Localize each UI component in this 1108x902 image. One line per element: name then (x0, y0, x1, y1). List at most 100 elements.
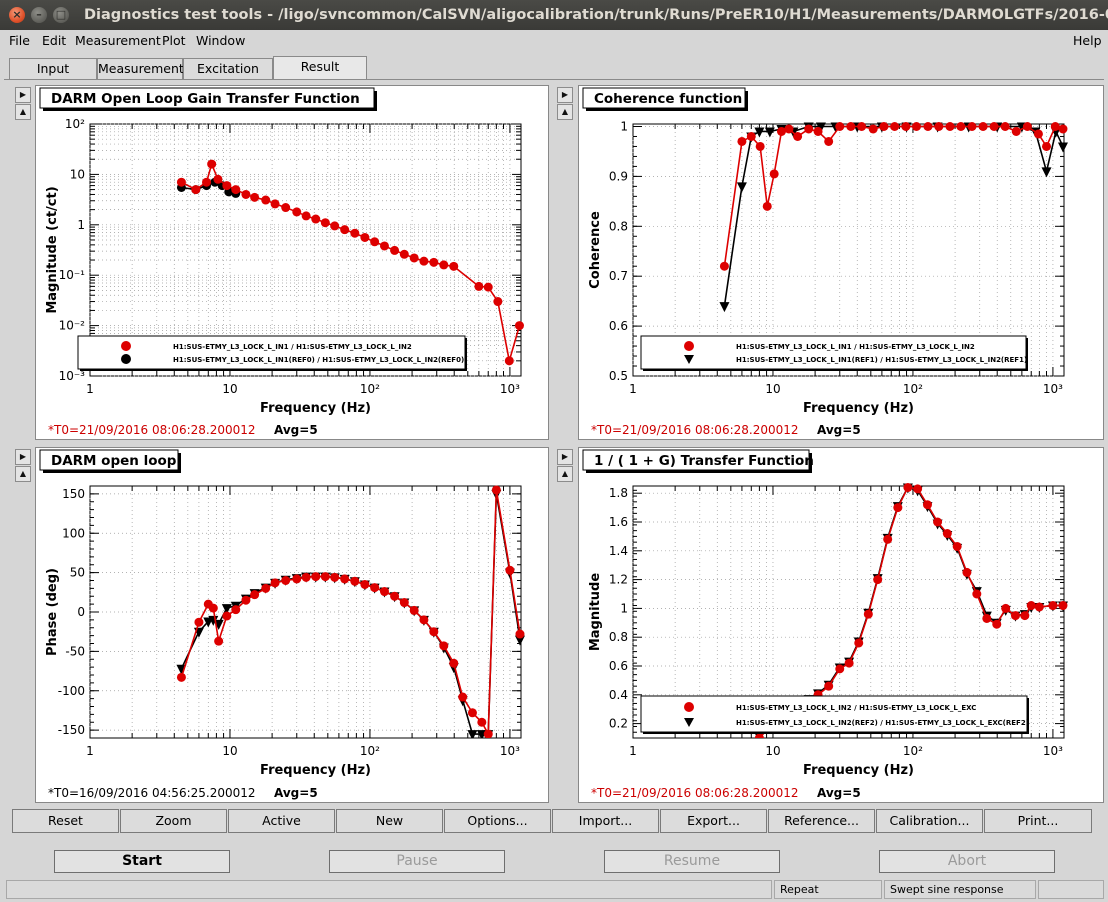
legend-label: H1:SUS-ETMY_L3_LOCK_L_IN1(REF1) / H1:SUS… (736, 356, 1027, 364)
data-point (933, 517, 943, 527)
data-point (231, 185, 241, 195)
zoom-button[interactable]: Zoom (120, 809, 227, 833)
average-count: Avg=5 (817, 423, 861, 437)
data-point (776, 126, 786, 136)
series-line (181, 161, 521, 362)
x-axis-label: Frequency (Hz) (260, 401, 371, 416)
tab-measurement[interactable]: Measurement (97, 58, 184, 80)
data-point (813, 126, 823, 136)
data-point (835, 664, 845, 674)
plot-panel-closed-loop[interactable]: 0.2 0.4 0.6 0.8 1 1.2 1.4 1.6 1.8 1 10 10² 10³ Freque… (578, 447, 1104, 803)
data-point (764, 127, 775, 138)
data-point (1026, 601, 1036, 611)
legend-label: H1:SUS-ETMY_L3_LOCK_L_IN2(REF2) / H1:SUS… (736, 719, 1029, 727)
x-axis-label: Frequency (Hz) (803, 763, 914, 778)
data-point (340, 225, 350, 235)
tab-excitation[interactable]: Excitation (183, 58, 273, 80)
series-line (723, 125, 1064, 267)
tab-result[interactable]: Result (273, 56, 367, 80)
x-tick-label: 10 (222, 382, 237, 396)
abort-button[interactable]: Abort (879, 850, 1055, 873)
data-point (493, 297, 503, 307)
reference-button[interactable]: Reference... (768, 809, 875, 833)
y-tick-label: 10 (70, 167, 85, 181)
options-button[interactable]: Options... (444, 809, 551, 833)
data-point (467, 730, 478, 738)
pause-button[interactable]: Pause (329, 850, 505, 873)
close-icon: × (12, 8, 22, 21)
legend-label: H1:SUS-ETMY_L3_LOCK_L_IN1 / H1:SUS-ETMY_… (736, 343, 975, 351)
y-tick-label: 10⁻² (59, 319, 86, 333)
data-point (458, 692, 468, 702)
new-button[interactable]: New (336, 809, 443, 833)
menu-edit[interactable]: Edit (42, 33, 67, 48)
triangle-up-icon: ▲ (561, 469, 569, 478)
plot-panel-olg-phase[interactable]: -150 -100 -50 0 50 100 150 1 10 10² 10³ Frequency (… (35, 447, 549, 803)
status-field-extra (1038, 880, 1104, 899)
legend-marker (684, 718, 694, 727)
data-point (815, 122, 826, 133)
data-point (956, 121, 966, 131)
y-tick-label: 50 (70, 566, 85, 580)
plot-title: 1 / ( 1 + G) Transfer Function (594, 453, 814, 469)
data-point (923, 121, 933, 131)
data-point (330, 572, 340, 582)
data-point (419, 615, 429, 625)
data-point (449, 658, 459, 668)
y-tick-label: -150 (58, 723, 85, 737)
legend-label: H1:SUS-ETMY_L3_LOCK_L_IN2 / H1:SUS-ETMY_… (736, 704, 976, 712)
data-point (191, 185, 201, 195)
calibration-button[interactable]: Calibration... (876, 809, 983, 833)
data-point (736, 182, 747, 193)
menu-help[interactable]: Help (1073, 33, 1102, 48)
y-axis-label: Magnitude (588, 573, 603, 652)
data-point (754, 733, 764, 738)
data-point (989, 121, 999, 131)
plot3-down-button[interactable]: ▲ (15, 466, 31, 482)
data-point (292, 207, 302, 217)
menu-window[interactable]: Window (196, 33, 246, 48)
legend: H1:SUS-ETMY_L3_LOCK_L_IN1 / H1:SUS-ETMY_… (640, 335, 1028, 371)
plot2-down-button[interactable]: ▲ (557, 104, 573, 120)
window-titlebar: × – □ Diagnostics test tools - /ligo/svn… (0, 0, 1108, 30)
average-count: Avg=5 (817, 786, 861, 800)
print-button[interactable]: Print... (984, 809, 1092, 833)
legend-marker (121, 341, 131, 351)
menu-measurement[interactable]: Measurement (75, 33, 161, 48)
import-button[interactable]: Import... (552, 809, 659, 833)
plot1-up-button[interactable]: ▶ (15, 87, 31, 103)
window-maximize-button[interactable]: □ (53, 7, 69, 23)
plot1-down-button[interactable]: ▲ (15, 104, 31, 120)
plot-panel-olg-magnitude[interactable]: 10⁻³ 10⁻² 10⁻¹ 1 10 10² 1 10 10² 10³ Frequency (Hz… (35, 85, 549, 440)
plot-title: DARM Open Loop Gain Transfer Function (51, 91, 360, 107)
data-point (879, 121, 889, 131)
x-tick-label: 10² (903, 744, 923, 758)
menu-plot[interactable]: Plot (162, 33, 186, 48)
menu-file[interactable]: File (9, 33, 30, 48)
export-button[interactable]: Export... (660, 809, 767, 833)
resume-button[interactable]: Resume (604, 850, 780, 873)
window-close-button[interactable]: × (9, 7, 25, 23)
plot-svg: -150 -100 -50 0 50 100 150 1 10 10² 10³ Frequency (… (39, 449, 525, 800)
data-point (1000, 121, 1010, 131)
data-point (214, 636, 224, 646)
plot3-up-button[interactable]: ▶ (15, 449, 31, 465)
plot4-down-button[interactable]: ▲ (557, 466, 573, 482)
plot2-up-button[interactable]: ▶ (557, 87, 573, 103)
x-tick-label: 10 (222, 744, 237, 758)
legend-marker (684, 341, 694, 351)
legend-marker (684, 355, 694, 364)
plot-title-box: DARM Open Loop Gain Transfer Function (39, 87, 377, 111)
data-point (222, 611, 232, 621)
window-minimize-button[interactable]: – (31, 7, 47, 23)
tab-input[interactable]: Input (9, 58, 97, 80)
data-point (972, 589, 982, 599)
data-point (241, 189, 251, 199)
plot-panel-coherence[interactable]: 0.5 0.6 0.7 0.8 0.9 1 1 10 10² 10³ Frequency (Hz) C… (578, 85, 1104, 440)
data-point (390, 591, 400, 601)
reset-button[interactable]: Reset (12, 809, 119, 833)
active-button[interactable]: Active (228, 809, 335, 833)
start-button[interactable]: Start (54, 850, 230, 873)
plot4-up-button[interactable]: ▶ (557, 449, 573, 465)
timestamp: *T0=16/09/2016 04:56:25.200012 (48, 786, 256, 800)
